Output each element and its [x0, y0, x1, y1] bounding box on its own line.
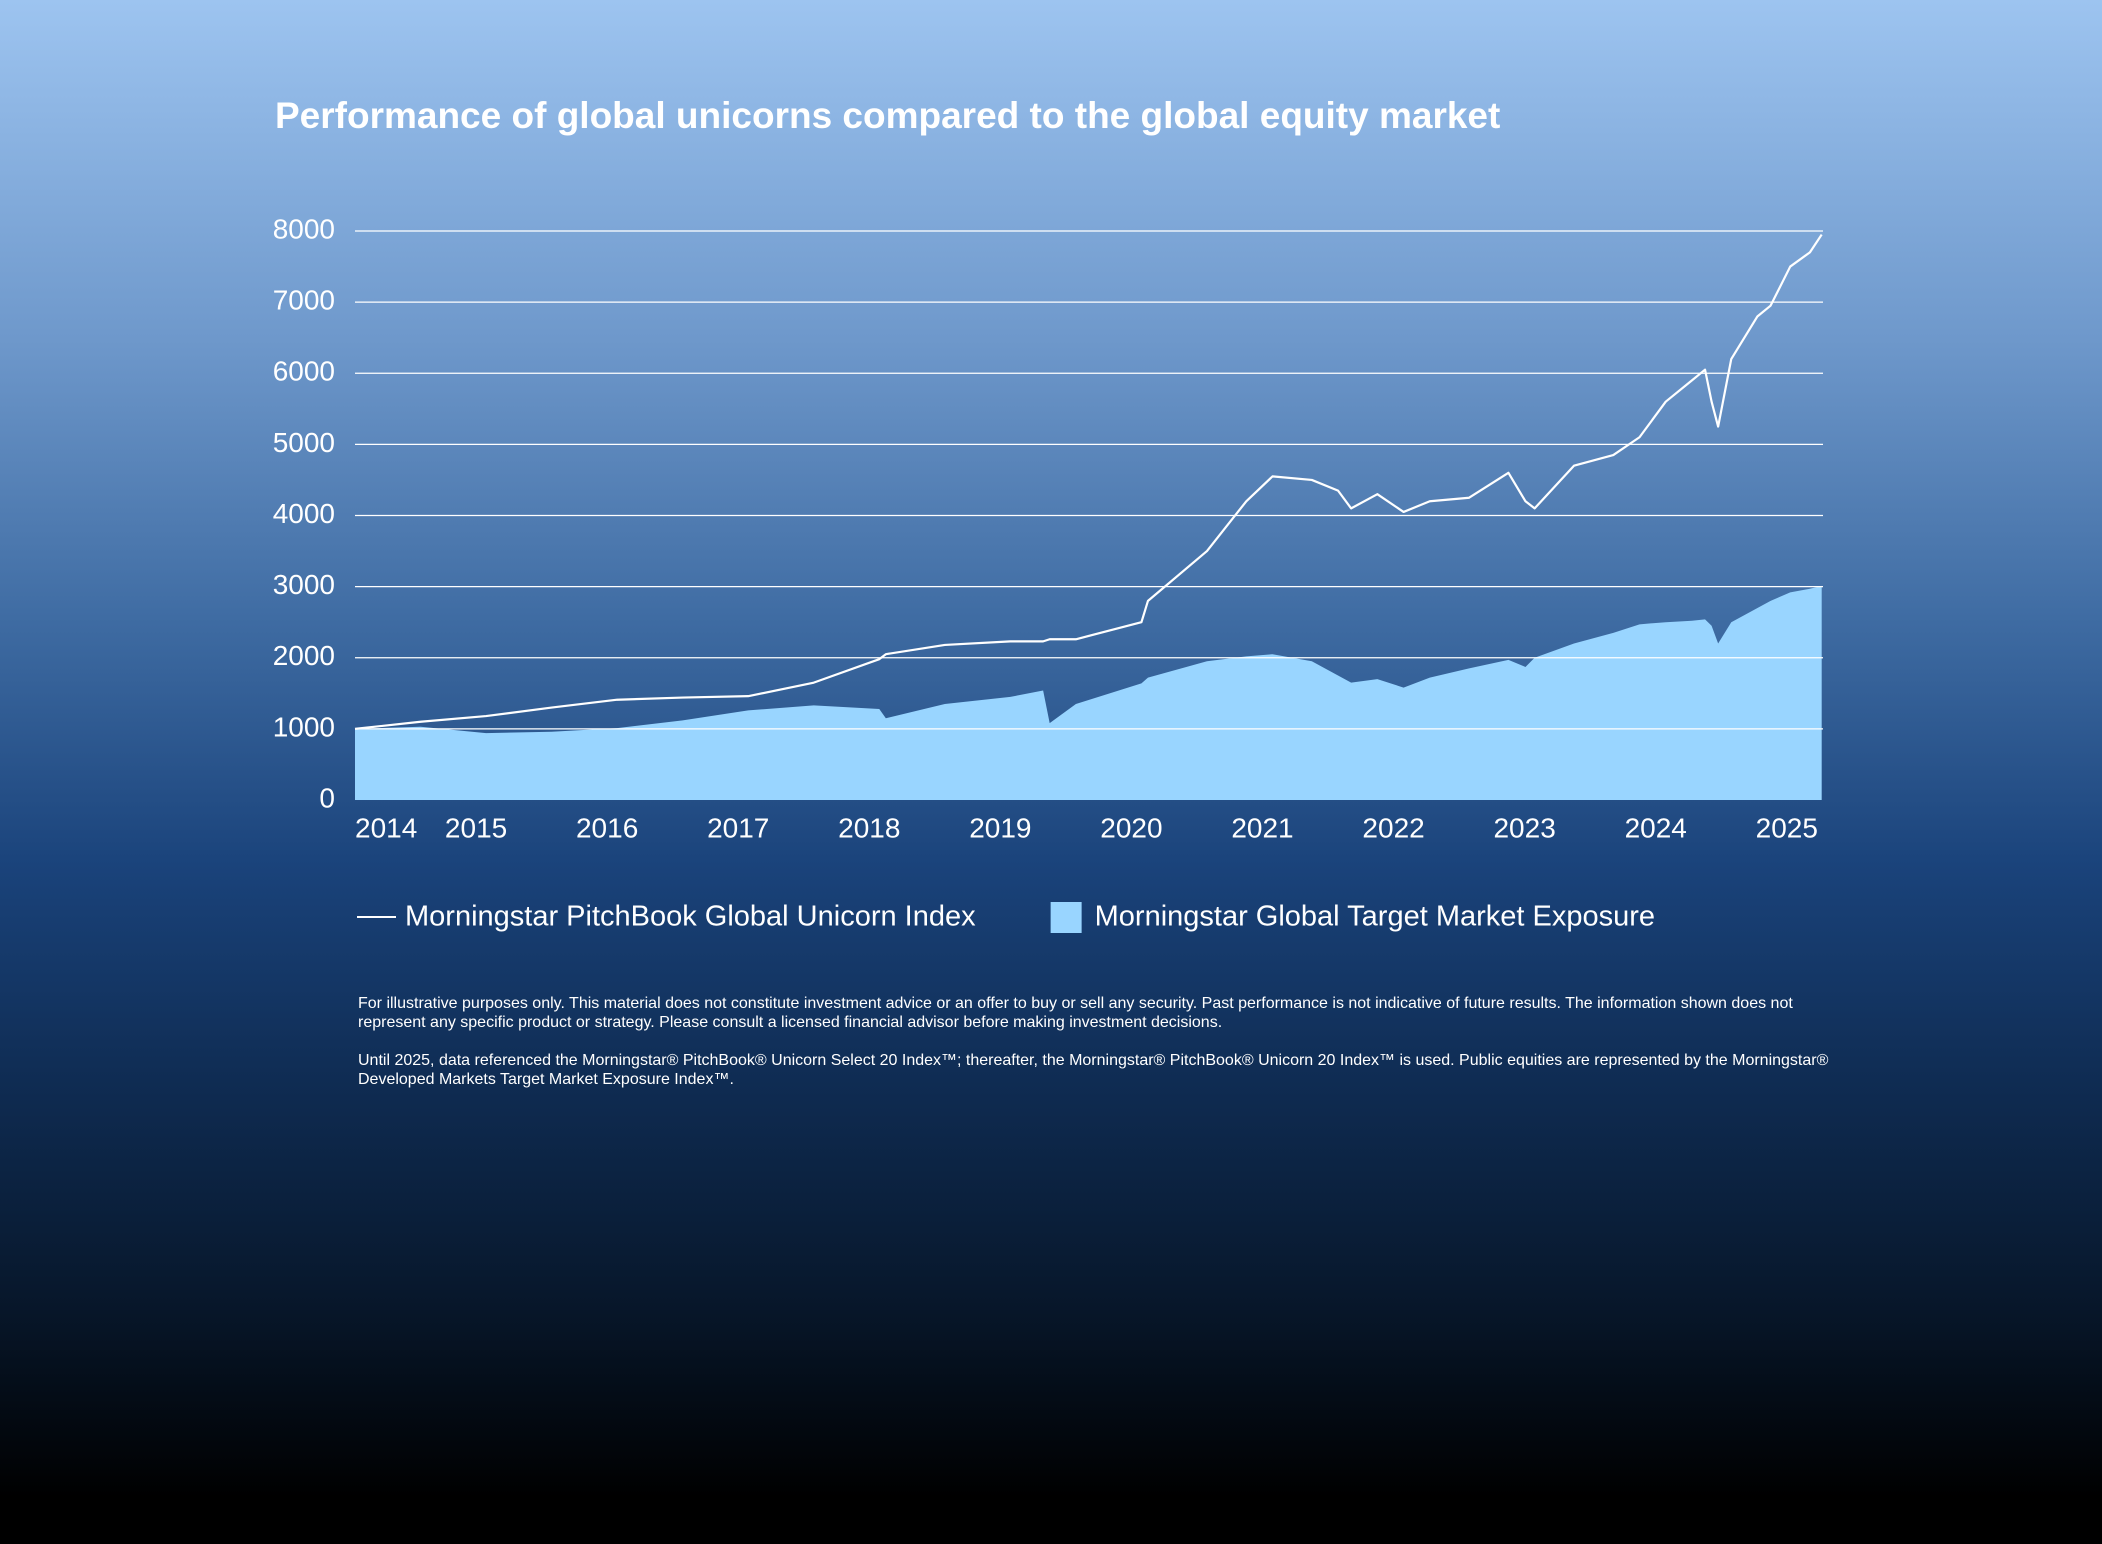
x-tick-label: 2022 — [1362, 812, 1424, 843]
legend-label: Morningstar Global Target Market Exposur… — [1095, 901, 1655, 933]
chart: Performance of global unicorns compared … — [273, 95, 1823, 933]
x-tick-label: 2021 — [1231, 812, 1293, 843]
y-tick-label: 3000 — [273, 569, 335, 600]
footnotes: For illustrative purposes only. This mat… — [358, 994, 1833, 1108]
y-tick-label: 0 — [319, 782, 335, 813]
x-tick-label: 2020 — [1100, 812, 1162, 843]
chart-title: Performance of global unicorns compared … — [275, 95, 1500, 136]
y-tick-label: 4000 — [273, 498, 335, 529]
legend-label: Morningstar PitchBook Global Unicorn Ind… — [405, 901, 976, 933]
x-tick-label: 2025 — [1756, 812, 1818, 843]
x-tick-label: 2017 — [707, 812, 769, 843]
legend-swatch — [1050, 902, 1082, 933]
line — [354, 233, 1823, 730]
y-tick-label: 5000 — [273, 427, 335, 458]
y-tick-label: 8000 — [273, 213, 335, 244]
y-tick-label: 2000 — [273, 640, 335, 671]
footnote: Until 2025, data referenced the Mornings… — [358, 1052, 1829, 1088]
x-tick-label: 2019 — [969, 812, 1031, 843]
x-tick-label: 2015 — [445, 812, 507, 843]
footnote: For illustrative purposes only. This mat… — [358, 995, 1793, 1031]
x-tick-label: 2016 — [576, 812, 638, 843]
x-tick-label: 2014 — [355, 812, 417, 843]
x-tick-label: 2018 — [838, 812, 900, 843]
x-tick-label: 2024 — [1625, 812, 1687, 843]
y-tick-label: 6000 — [273, 356, 335, 387]
x-tick-label: 2023 — [1493, 812, 1555, 843]
y-tick-label: 7000 — [273, 285, 335, 316]
area — [355, 585, 1822, 800]
y-tick-label: 1000 — [273, 711, 335, 742]
